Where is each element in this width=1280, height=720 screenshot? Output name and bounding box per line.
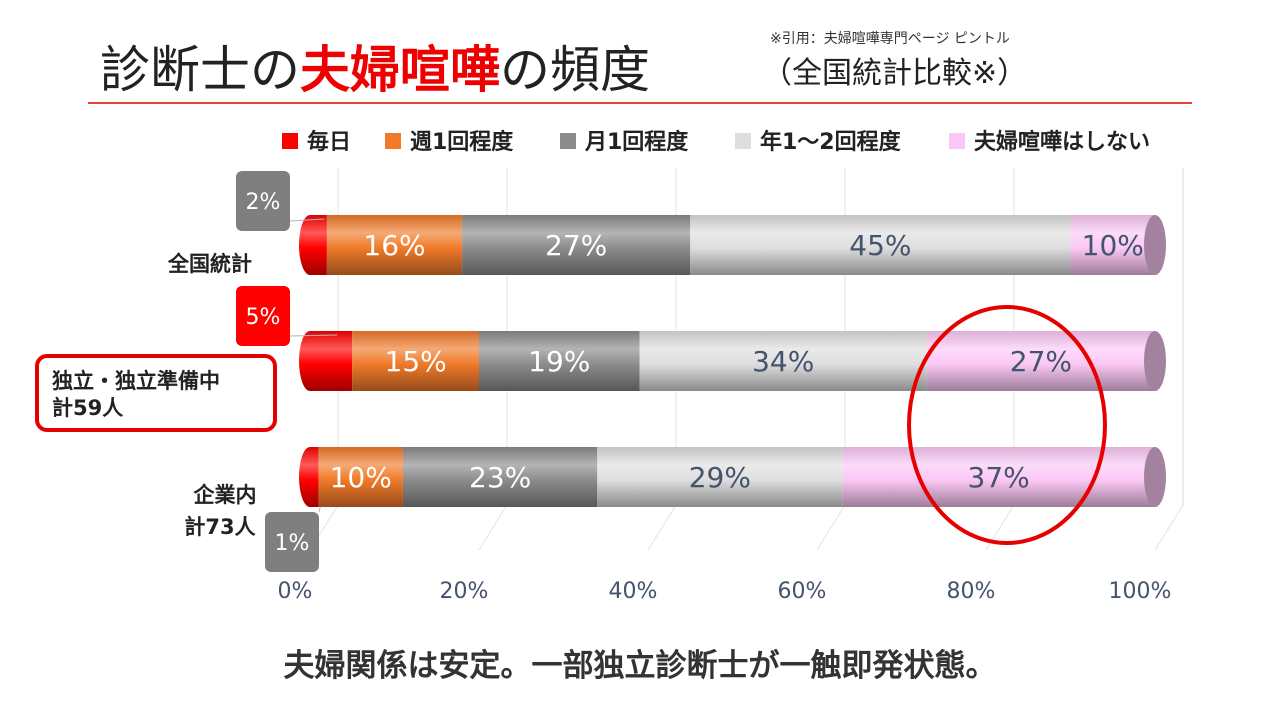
bar-segment — [597, 447, 843, 507]
data-label: 29% — [689, 461, 751, 494]
data-label: 34% — [752, 345, 814, 378]
bar-segment — [402, 447, 598, 507]
legend-label: 毎日 — [307, 130, 351, 155]
bar-segment — [926, 331, 1155, 391]
bar-segment — [690, 215, 1071, 275]
data-label: 27% — [545, 229, 607, 262]
callout-leader — [318, 506, 321, 513]
grid-floor-line — [478, 504, 508, 551]
category-label: 独立・独立準備中 — [52, 369, 220, 393]
legend-label: 月1回程度 — [584, 129, 689, 155]
title-highlight: 夫婦喧嘩 — [300, 41, 500, 99]
citation: ※引用：夫婦喧嘩専門ページ ピントル — [770, 31, 1010, 47]
x-tick-label: 0% — [278, 579, 313, 604]
x-tick-label: 40% — [609, 579, 658, 604]
legend-swatch — [949, 133, 965, 149]
data-label: 15% — [385, 345, 447, 378]
data-label: 10% — [330, 461, 392, 494]
bar-segment — [310, 331, 353, 391]
grid-floor-line — [647, 504, 677, 551]
bar-segment — [310, 215, 327, 275]
bar-start-cap — [299, 215, 310, 275]
x-tick-label: 80% — [947, 579, 996, 604]
data-label: 45% — [849, 229, 911, 262]
title-divider — [88, 102, 1192, 104]
data-label: 2% — [246, 190, 281, 215]
grid-floor-line — [1154, 504, 1184, 551]
bar-end-cap — [1144, 447, 1166, 507]
data-label: 37% — [968, 461, 1030, 494]
legend-swatch — [560, 133, 576, 149]
legend-label: 夫婦喧嘩はしない — [974, 129, 1150, 155]
highlight-ellipse — [907, 305, 1107, 545]
data-label: 27% — [1010, 345, 1072, 378]
data-label: 5% — [246, 305, 281, 330]
page-title: 診断士の夫婦喧嘩の頻度 — [100, 30, 650, 102]
data-label: 23% — [469, 461, 531, 494]
category-label: 計73人 — [184, 515, 255, 539]
category-label: 計59人 — [52, 396, 123, 420]
legend-label: 週1回程度 — [410, 129, 514, 155]
legend-swatch — [385, 133, 401, 149]
data-label: 1% — [275, 531, 310, 556]
title-part-2: の頻度 — [500, 41, 650, 99]
bar-segment — [326, 215, 463, 275]
bar-end-cap — [1144, 331, 1166, 391]
callout-box — [236, 171, 290, 231]
conclusion-text: 夫婦関係は安定。一部独立診断士が一触即発状態。 — [283, 648, 997, 684]
data-label: 19% — [528, 345, 590, 378]
bar-segment — [639, 331, 927, 391]
data-label: 16% — [363, 229, 425, 262]
callout-box — [236, 286, 290, 346]
page-subtitle: （全国統計比較※） — [762, 56, 1028, 91]
bar-segment — [310, 447, 319, 507]
grid-floor-line — [816, 504, 846, 551]
x-tick-label: 100% — [1109, 579, 1172, 604]
category-highlight-box — [35, 354, 277, 432]
bar-segment — [479, 331, 640, 391]
bar-segment — [462, 215, 691, 275]
x-tick-label: 20% — [440, 579, 489, 604]
legend-label: 年1～2回程度 — [760, 129, 902, 155]
x-tick-label: 60% — [778, 579, 827, 604]
callout-box — [265, 512, 319, 572]
bar-segment — [352, 331, 479, 391]
bar-segment — [1070, 215, 1155, 275]
bar-start-cap — [299, 447, 310, 507]
category-label: 全国統計 — [167, 252, 252, 276]
callout-leader — [289, 334, 338, 337]
category-label: 企業内 — [193, 483, 257, 507]
legend-swatch — [282, 133, 298, 149]
bar-end-cap — [1144, 215, 1166, 275]
bar-start-cap — [299, 331, 310, 391]
data-label: 10% — [1082, 229, 1144, 262]
title-part-1: 診断士の — [100, 41, 300, 99]
bar-segment — [318, 447, 403, 507]
legend-swatch — [735, 133, 751, 149]
callout-leader — [289, 218, 325, 222]
